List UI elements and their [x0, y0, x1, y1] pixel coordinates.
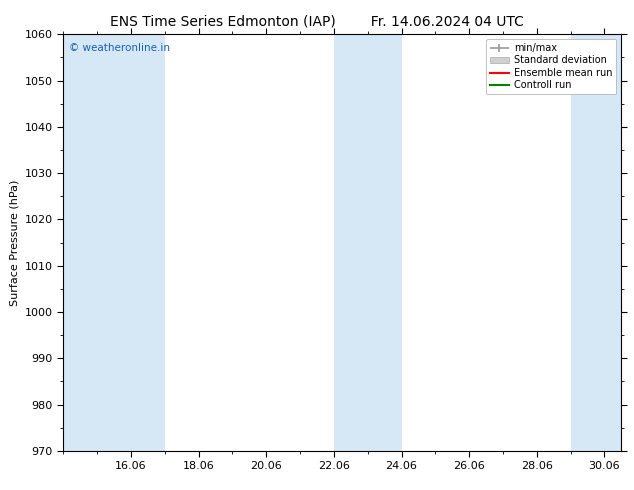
Bar [63, 34, 165, 451]
Bar [571, 34, 621, 451]
Legend: min/max, Standard deviation, Ensemble mean run, Controll run: min/max, Standard deviation, Ensemble me… [486, 39, 616, 94]
Text: ENS Time Series Edmonton (IAP)        Fr. 14.06.2024 04 UTC: ENS Time Series Edmonton (IAP) Fr. 14.06… [110, 15, 524, 29]
Y-axis label: Surface Pressure (hPa): Surface Pressure (hPa) [10, 179, 19, 306]
Text: © weatheronline.in: © weatheronline.in [69, 43, 170, 52]
Bar [334, 34, 401, 451]
